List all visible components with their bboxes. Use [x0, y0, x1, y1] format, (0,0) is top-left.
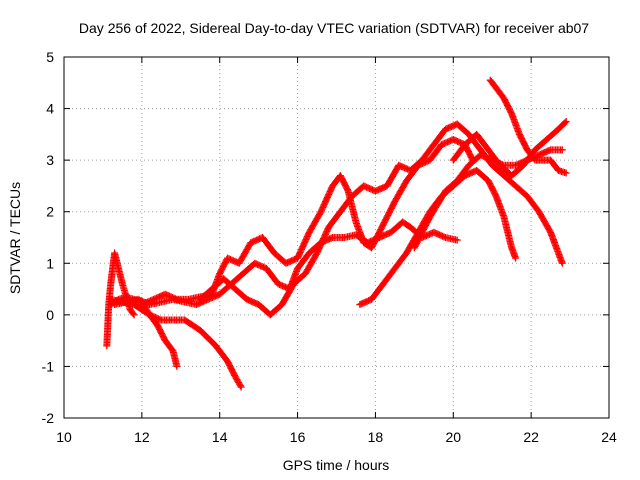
- series-track-8: [410, 146, 566, 252]
- y-tick-labels: -2 -1 0 1 2 3 4 5: [42, 49, 55, 426]
- data-point: [173, 362, 181, 370]
- data-marks: [103, 76, 570, 391]
- x-tick-label: 22: [523, 429, 539, 445]
- y-tick-label: 5: [46, 49, 54, 65]
- x-tick-label: 18: [368, 429, 384, 445]
- y-tick-label: 0: [46, 307, 54, 323]
- data-point: [512, 254, 520, 262]
- x-axis-label: GPS time / hours: [283, 457, 390, 473]
- data-point: [129, 310, 137, 318]
- x-tick-label: 16: [290, 429, 306, 445]
- data-point: [561, 119, 569, 127]
- data-point: [453, 236, 461, 244]
- y-tick-label: -1: [42, 358, 55, 374]
- x-tick-label: 20: [445, 429, 461, 445]
- series-track-9: [449, 117, 570, 180]
- y-tick-label: -2: [42, 410, 55, 426]
- x-tick-label: 10: [56, 429, 72, 445]
- data-point: [562, 117, 570, 125]
- y-tick-label: 1: [46, 255, 54, 271]
- data-point: [558, 259, 566, 267]
- x-tick-label: 24: [601, 429, 617, 445]
- y-tick-label: 4: [46, 101, 54, 117]
- y-axis-label: SDTVAR / TECUs: [7, 182, 23, 294]
- y-tick-label: 3: [46, 152, 54, 168]
- data-point: [236, 382, 244, 390]
- axis-ticks: [63, 56, 610, 419]
- data-point: [237, 383, 245, 391]
- series-track-10: [486, 76, 570, 177]
- x-tick-label: 12: [134, 429, 150, 445]
- x-tick-label: 14: [212, 429, 228, 445]
- y-tick-label: 2: [46, 204, 54, 220]
- chart-title: Day 256 of 2022, Sidereal Day-to-day VTE…: [79, 20, 589, 36]
- x-tick-labels: 10 12 14 16 18 20 22 24: [56, 429, 617, 445]
- series-track-6: [196, 120, 566, 319]
- plot-frame: [63, 56, 610, 419]
- data-point: [562, 169, 570, 177]
- data-point: [130, 311, 138, 319]
- data-point: [558, 146, 566, 154]
